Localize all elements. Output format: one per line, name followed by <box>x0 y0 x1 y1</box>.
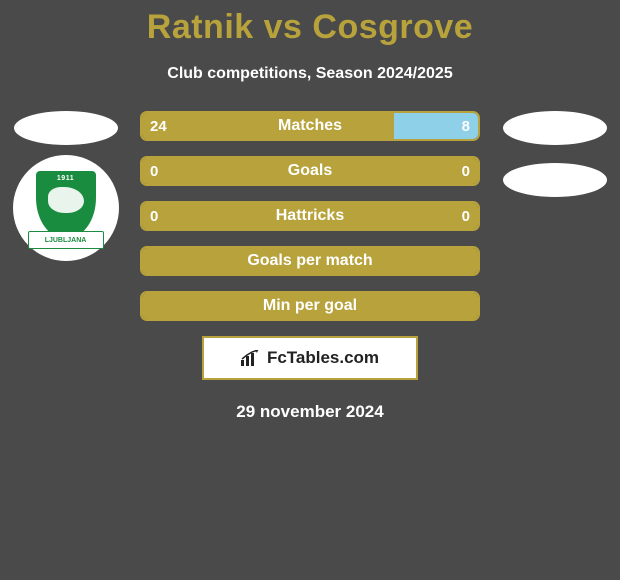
stat-value-right: 8 <box>462 118 470 135</box>
chart-icon <box>241 350 261 366</box>
stat-row: Goals per match <box>140 246 480 276</box>
source-badge: FcTables.com <box>202 336 418 380</box>
stat-bar-left: 0 <box>142 158 310 184</box>
stat-bar-left <box>142 293 470 319</box>
stat-row: 00Hattricks <box>140 201 480 231</box>
left-player-column: 1911 LJUBLJANA <box>8 111 123 261</box>
stat-value-left: 24 <box>150 118 167 135</box>
right-player-column <box>497 111 612 197</box>
source-text: FcTables.com <box>267 348 379 368</box>
comparison-content: 1911 LJUBLJANA 248Matches00Goals00Hattri… <box>0 111 620 422</box>
shield-icon: 1911 LJUBLJANA <box>34 169 98 241</box>
stat-bar-left <box>142 248 470 274</box>
club-banner: LJUBLJANA <box>28 231 104 249</box>
stat-value-right: 0 <box>462 163 470 180</box>
club-logo-left: 1911 LJUBLJANA <box>13 155 119 261</box>
player-photo-placeholder-right <box>503 111 607 145</box>
dragon-icon <box>48 187 84 213</box>
stats-bars: 248Matches00Goals00HattricksGoals per ma… <box>140 111 480 321</box>
stat-row: Min per goal <box>140 291 480 321</box>
stat-row: 00Goals <box>140 156 480 186</box>
page-title: Ratnik vs Cosgrove <box>0 0 620 47</box>
stat-value-left: 0 <box>150 208 158 225</box>
stat-value-right: 0 <box>462 208 470 225</box>
club-year: 1911 <box>36 175 96 182</box>
stat-bar-right: 0 <box>310 203 478 229</box>
date-label: 29 november 2024 <box>0 402 620 422</box>
club-logo-placeholder-right <box>503 163 607 197</box>
stat-bar-right <box>470 293 478 319</box>
stat-bar-right <box>470 248 478 274</box>
player-photo-placeholder-left <box>14 111 118 145</box>
stat-bar-left: 24 <box>142 113 394 139</box>
stat-bar-right: 8 <box>394 113 478 139</box>
stat-bar-left: 0 <box>142 203 310 229</box>
stat-row: 248Matches <box>140 111 480 141</box>
subtitle: Club competitions, Season 2024/2025 <box>0 65 620 83</box>
stat-value-left: 0 <box>150 163 158 180</box>
stat-bar-right: 0 <box>310 158 478 184</box>
